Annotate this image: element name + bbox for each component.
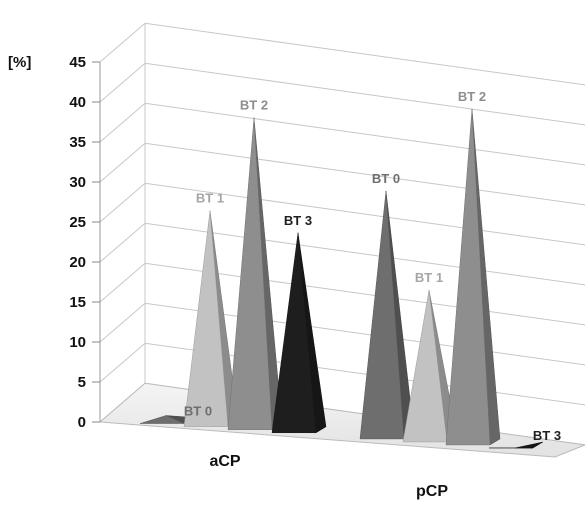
gridline-side [99,182,146,223]
data-label-pcp-bt-1: BT 1 [415,270,443,285]
data-label-acp-bt-0: BT 0 [184,404,212,419]
bar-acp-bt-2 [227,117,283,431]
data-labels: BT 0 BT 1 BT 2 BT 3 BT 0 BT 1 BT 2 BT 3 [184,89,561,443]
data-label-pcp-bt-0: BT 0 [372,171,400,186]
bar-acp-bt-3 [271,232,327,434]
gridline-side [99,142,146,183]
bar-front-face [402,289,448,443]
y-tick-label: 40 [69,94,86,111]
y-axis: 0 5 10 15 20 25 30 35 40 45 [69,54,101,431]
gridline-side [99,22,146,63]
y-tick-label: 10 [69,334,86,351]
y-tick-label: 15 [69,294,86,311]
bar-front-face [139,415,185,424]
y-tick-label: 20 [69,254,86,271]
gridline-side [99,262,146,303]
bar-front-face [445,108,491,446]
x-category-label-acp: aCP [209,453,240,470]
gridline [144,142,585,206]
bar-front-face [271,232,317,434]
bar-pcp-bt-2 [445,108,501,446]
pyramid-bars [139,108,544,449]
gridline [144,62,585,126]
y-tick-label: 5 [78,374,86,391]
gridline [144,22,585,86]
bar-front-face [227,117,273,430]
gridline [144,182,585,246]
y-tick-label: 30 [69,174,86,191]
y-tick-label: 45 [69,54,86,71]
y-axis-unit-label: [%] [8,54,31,71]
bar-front-face [359,190,405,440]
bar-front-face [183,210,229,427]
y-tick-label: 0 [78,414,86,431]
gridlines [99,22,585,446]
gridline [144,102,585,166]
data-label-acp-bt-2: BT 2 [240,98,268,113]
y-tick-label: 35 [69,134,86,151]
gridline-side [99,222,146,263]
gridline-side [99,102,146,143]
x-category-label-pcp: pCP [416,483,448,500]
gridline [144,222,585,286]
gridline-side [99,62,146,103]
gridline-side [99,342,146,383]
data-label-pcp-bt-3: BT 3 [533,428,561,443]
bar-pcp-bt-0 [359,190,415,440]
bar-acp-bt-1 [183,210,239,428]
data-label-acp-bt-3: BT 3 [284,213,312,228]
data-label-pcp-bt-2: BT 2 [458,89,486,104]
gridline-side [99,302,146,343]
y-tick-label: 25 [69,214,86,231]
bar-pcp-bt-3 [489,441,544,449]
data-label-acp-bt-1: BT 1 [196,191,224,206]
x-axis-categories: aCP pCP [209,453,448,500]
